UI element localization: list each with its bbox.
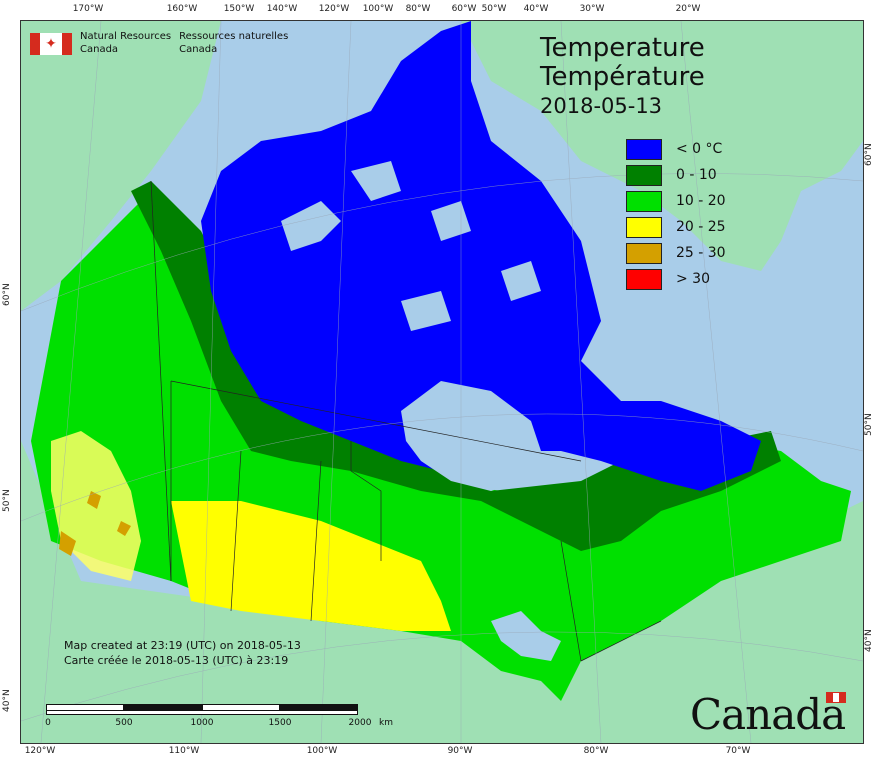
lon-tick-top: 20°W: [675, 4, 701, 14]
legend-label: 25 - 30: [676, 245, 726, 261]
map-credits: Map created at 23:19 (UTC) on 2018-05-13…: [64, 638, 301, 668]
legend-item: 0 - 10: [626, 162, 726, 188]
lon-tick-bottom: 70°W: [725, 746, 751, 756]
agency-line: Natural Resources: [80, 31, 172, 42]
lon-tick-top: 80°W: [405, 4, 431, 14]
agency-line: Ressources naturelles: [179, 31, 289, 42]
scale-bar: 0 500 1000 1500 2000 km: [40, 704, 420, 740]
greenland-landmass: [461, 21, 863, 271]
legend-item: 10 - 20: [626, 188, 726, 214]
legend-label: < 0 °C: [676, 141, 723, 157]
lon-tick-bottom: 100°W: [306, 746, 338, 756]
credit-line-fr: Carte créée le 2018-05-13 (UTC) à 23:19: [64, 654, 289, 667]
legend-swatch: [626, 164, 662, 186]
map-date: 2018-05-13: [540, 94, 663, 118]
lon-tick-top: 160°W: [166, 4, 198, 14]
scale-label: 1500: [268, 718, 292, 728]
lat-tick-left: 50°N: [2, 489, 12, 512]
lon-tick-top: 40°W: [523, 4, 549, 14]
scale-label: 500: [115, 718, 133, 728]
lon-tick-bottom: 120°W: [24, 746, 56, 756]
scale-segment: [46, 710, 358, 715]
agency-name-fr: Ressources naturelles Canada: [179, 30, 288, 56]
scale-label: 2000: [348, 718, 372, 728]
zone-below-0: [201, 21, 761, 491]
lon-tick-top: 140°W: [266, 4, 298, 14]
hudson-bay: [401, 381, 541, 491]
lat-tick-left: 40°N: [2, 689, 12, 712]
lon-tick-top: 100°W: [362, 4, 394, 14]
legend: < 0 °C 0 - 10 10 - 20 20 - 25 25 - 30 > …: [626, 136, 726, 292]
lat-tick-right: 60°N: [864, 143, 874, 166]
scale-label: 0: [45, 718, 51, 728]
legend-swatch: [626, 242, 662, 264]
lon-tick-top: 50°W: [481, 4, 507, 14]
agency-line: Canada: [80, 44, 119, 55]
lon-tick-top: 120°W: [318, 4, 350, 14]
lon-tick-bottom: 110°W: [168, 746, 200, 756]
legend-label: 0 - 10: [676, 167, 717, 183]
wordmark-flag-icon: [826, 692, 847, 703]
lat-tick-left: 60°N: [2, 283, 12, 306]
legend-swatch: [626, 216, 662, 238]
legend-item: > 30: [626, 266, 726, 292]
legend-swatch: [626, 268, 662, 290]
legend-label: 10 - 20: [676, 193, 726, 209]
zone-20-25: [171, 501, 451, 631]
canada-wordmark: Canada: [690, 690, 846, 739]
lat-tick-right: 40°N: [864, 629, 874, 652]
legend-item: 20 - 25: [626, 214, 726, 240]
credit-line-en: Map created at 23:19 (UTC) on 2018-05-13: [64, 639, 301, 652]
usa-landmass: [21, 441, 863, 743]
great-lakes: [491, 611, 561, 661]
lon-tick-bottom: 80°W: [583, 746, 609, 756]
zone-25-30-spots: [59, 491, 131, 556]
map-title: Temperature Température 2018-05-13: [540, 34, 705, 120]
title-english: Temperature: [540, 33, 705, 63]
temperature-map: [21, 21, 863, 743]
lon-tick-top: 30°W: [579, 4, 605, 14]
agency-signature: ✦ Natural Resources Canada Ressources na…: [30, 30, 288, 56]
legend-label: > 30: [676, 271, 710, 287]
agency-name-en: Natural Resources Canada: [80, 30, 171, 56]
alaska-landmass: [21, 21, 221, 311]
lon-tick-top: 150°W: [223, 4, 255, 14]
legend-item: < 0 °C: [626, 136, 726, 162]
title-french: Température: [540, 62, 705, 92]
map-frame: [20, 20, 864, 744]
lon-tick-bottom: 90°W: [447, 746, 473, 756]
graticule: [21, 21, 863, 743]
scale-label: 1000: [190, 718, 214, 728]
legend-item: 25 - 30: [626, 240, 726, 266]
canada-flag-icon: ✦: [30, 33, 72, 55]
agency-line: Canada: [179, 44, 218, 55]
legend-swatch: [626, 138, 662, 160]
legend-label: 20 - 25: [676, 219, 726, 235]
province-borders: [150, 180, 662, 662]
scale-unit: km: [379, 718, 393, 728]
zone-0-10: [131, 181, 781, 551]
legend-swatch: [626, 190, 662, 212]
lat-tick-right: 50°N: [864, 413, 874, 436]
lon-tick-top: 170°W: [72, 4, 104, 14]
lon-tick-top: 60°W: [451, 4, 477, 14]
